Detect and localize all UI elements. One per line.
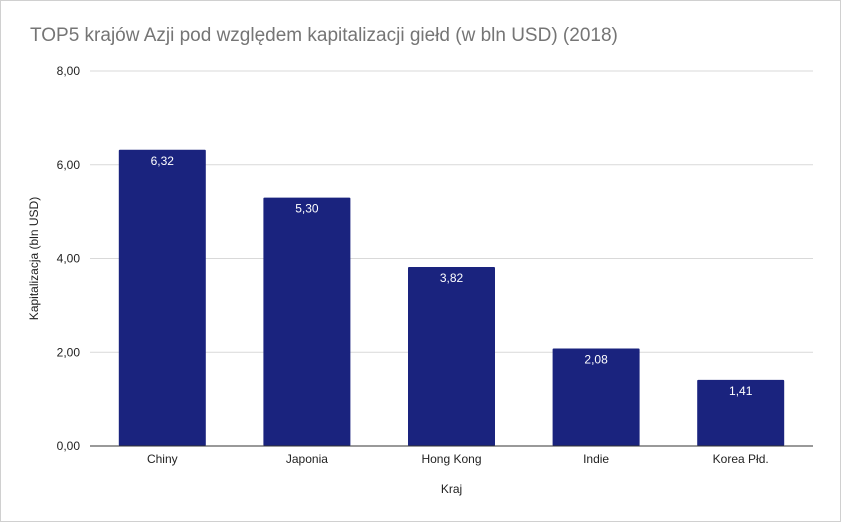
x-tick-label: Japonia [286, 452, 328, 466]
x-axis-ticks: Chiny Japonia Hong Kong Indie Korea Płd. [147, 452, 769, 466]
bars: 6,32 5,30 3,82 2,08 1,41 [118, 149, 785, 446]
y-tick-label: 8,00 [57, 64, 81, 78]
chart-title: TOP5 krajów Azji pod względem kapitaliza… [30, 25, 618, 46]
bar [118, 149, 206, 446]
y-tick-label: 6,00 [57, 158, 81, 172]
y-tick-label: 2,00 [57, 345, 81, 359]
bar [552, 348, 640, 446]
bar-value-label: 6,32 [151, 154, 175, 168]
bar [263, 197, 351, 446]
x-tick-label: Indie [583, 452, 609, 466]
x-tick-label: Chiny [147, 452, 178, 466]
bar-value-label: 3,82 [440, 271, 464, 285]
y-tick-label: 4,00 [57, 252, 81, 266]
x-tick-label: Hong Kong [421, 452, 481, 466]
bar-value-label: 1,41 [729, 384, 753, 398]
bar-value-label: 2,08 [584, 353, 608, 367]
y-axis-title: Kapitalizacja (bln USD) [27, 197, 41, 320]
x-tick-label: Korea Płd. [713, 452, 769, 466]
bar-value-label: 5,30 [295, 202, 319, 216]
x-axis-title: Kraj [441, 482, 462, 496]
bar [697, 379, 785, 446]
y-tick-label: 0,00 [57, 439, 81, 453]
bar [408, 266, 495, 446]
y-axis-ticks: 0,00 2,00 4,00 6,00 8,00 [57, 64, 81, 453]
